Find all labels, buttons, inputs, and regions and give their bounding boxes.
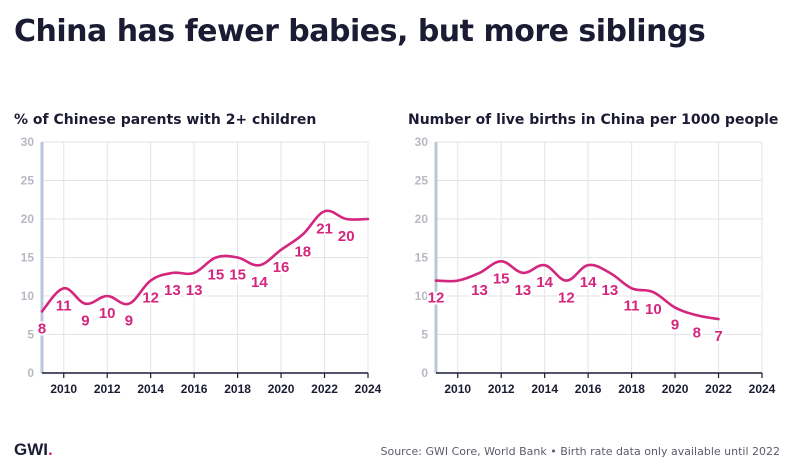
data-label: 7: [714, 328, 722, 345]
x-tick-label: 2022: [311, 382, 338, 396]
y-tick-label: 0: [27, 366, 34, 380]
data-label: 10: [99, 305, 116, 322]
x-tick-label: 2024: [355, 382, 382, 396]
y-tick-label: 25: [415, 174, 429, 188]
y-tick-label: 30: [21, 135, 35, 149]
data-label: 16: [273, 259, 290, 276]
data-label: 21: [316, 220, 333, 237]
data-label: 14: [251, 274, 268, 291]
x-tick-label: 2020: [268, 382, 295, 396]
data-label-halo: 12: [428, 290, 445, 307]
data-label: 8: [693, 324, 701, 341]
data-label-halo: 10: [645, 301, 662, 318]
data-label: 13: [602, 282, 619, 299]
data-label-halo: 12: [558, 290, 575, 307]
source-note: Source: GWI Core, World Bank • Birth rat…: [380, 445, 781, 458]
data-label: 15: [493, 270, 510, 287]
data-label: 12: [428, 290, 445, 307]
x-tick-label: 2016: [575, 382, 602, 396]
x-tick-label: 2020: [662, 382, 689, 396]
y-tick-label: 25: [21, 174, 35, 188]
data-label-halo: 13: [164, 282, 181, 299]
data-label: 13: [471, 282, 488, 299]
data-label-halo: 11: [56, 297, 72, 314]
data-label: 10: [645, 301, 662, 318]
x-tick-label: 2018: [224, 382, 251, 396]
data-label-halo: 13: [515, 282, 532, 299]
data-label: 13: [186, 282, 203, 299]
data-label: 12: [142, 290, 159, 307]
data-label-halo: 9: [81, 313, 89, 330]
data-label-halo: 13: [186, 282, 203, 299]
x-tick-label: 2010: [50, 382, 77, 396]
y-tick-label: 20: [21, 212, 35, 226]
y-tick-label: 0: [421, 366, 428, 380]
data-label: 20: [338, 228, 355, 245]
data-label: 8: [38, 320, 46, 337]
data-label-halo: 14: [536, 274, 553, 291]
data-label: 9: [81, 313, 89, 330]
x-tick-label: 2022: [705, 382, 732, 396]
x-tick-label: 2016: [181, 382, 208, 396]
data-label: 13: [164, 282, 181, 299]
data-label-halo: 16: [273, 259, 290, 276]
data-label: 18: [294, 243, 311, 260]
x-tick-label: 2012: [488, 382, 515, 396]
data-label-halo: 15: [493, 270, 510, 287]
y-tick-label: 30: [415, 135, 429, 149]
x-tick-label: 2014: [531, 382, 558, 396]
data-label-halo: 14: [580, 274, 597, 291]
data-label-halo: 8: [693, 324, 701, 341]
data-label-halo: 7: [714, 328, 722, 345]
y-tick-label: 20: [415, 212, 429, 226]
y-tick-label: 10: [21, 289, 35, 303]
data-label: 11: [624, 297, 640, 314]
y-tick-label: 10: [415, 289, 429, 303]
page-title: China has fewer babies, but more sibling…: [14, 14, 706, 49]
y-tick-label: 15: [415, 251, 429, 265]
x-tick-label: 2012: [94, 382, 121, 396]
gwi-logo: GWI.: [14, 440, 53, 459]
data-label-halo: 9: [671, 317, 679, 334]
x-tick-label: 2014: [137, 382, 164, 396]
y-tick-label: 5: [421, 328, 428, 342]
x-tick-label: 2010: [444, 382, 471, 396]
data-label: 11: [56, 297, 72, 314]
data-label: 9: [671, 317, 679, 334]
data-label: 12: [558, 290, 575, 307]
data-label-halo: 18: [294, 243, 311, 260]
data-label-halo: 9: [125, 313, 133, 330]
chart-2-title: Number of live births in China per 1000 …: [408, 112, 779, 128]
data-label: 14: [536, 274, 553, 291]
data-label: 15: [229, 267, 246, 284]
data-label: 9: [125, 313, 133, 330]
x-tick-label: 2018: [618, 382, 645, 396]
data-label-halo: 14: [251, 274, 268, 291]
data-label-halo: 8: [38, 320, 46, 337]
series-line: [40, 209, 370, 313]
data-label: 13: [515, 282, 532, 299]
chart-1-title: % of Chinese parents with 2+ children: [14, 112, 317, 128]
data-label: 15: [208, 267, 225, 284]
data-label-halo: 20: [338, 228, 355, 245]
data-label-halo: 13: [471, 282, 488, 299]
chart-2: 0 5 10 15 20 25 30 2010 2012 2014 2016 2018 2020 2022…: [415, 135, 776, 396]
data-label: 14: [580, 274, 597, 291]
y-tick-label: 15: [21, 251, 35, 265]
data-label-halo: 10: [99, 305, 116, 322]
data-label-halo: 11: [624, 297, 640, 314]
y-tick-label: 5: [27, 328, 34, 342]
data-label-halo: 21: [316, 220, 333, 237]
data-label-halo: 15: [208, 267, 225, 284]
data-label-halo: 13: [602, 282, 619, 299]
data-label-halo: 12: [142, 290, 159, 307]
x-tick-label: 2024: [749, 382, 776, 396]
series-line: [434, 260, 720, 321]
data-label-halo: 15: [229, 267, 246, 284]
